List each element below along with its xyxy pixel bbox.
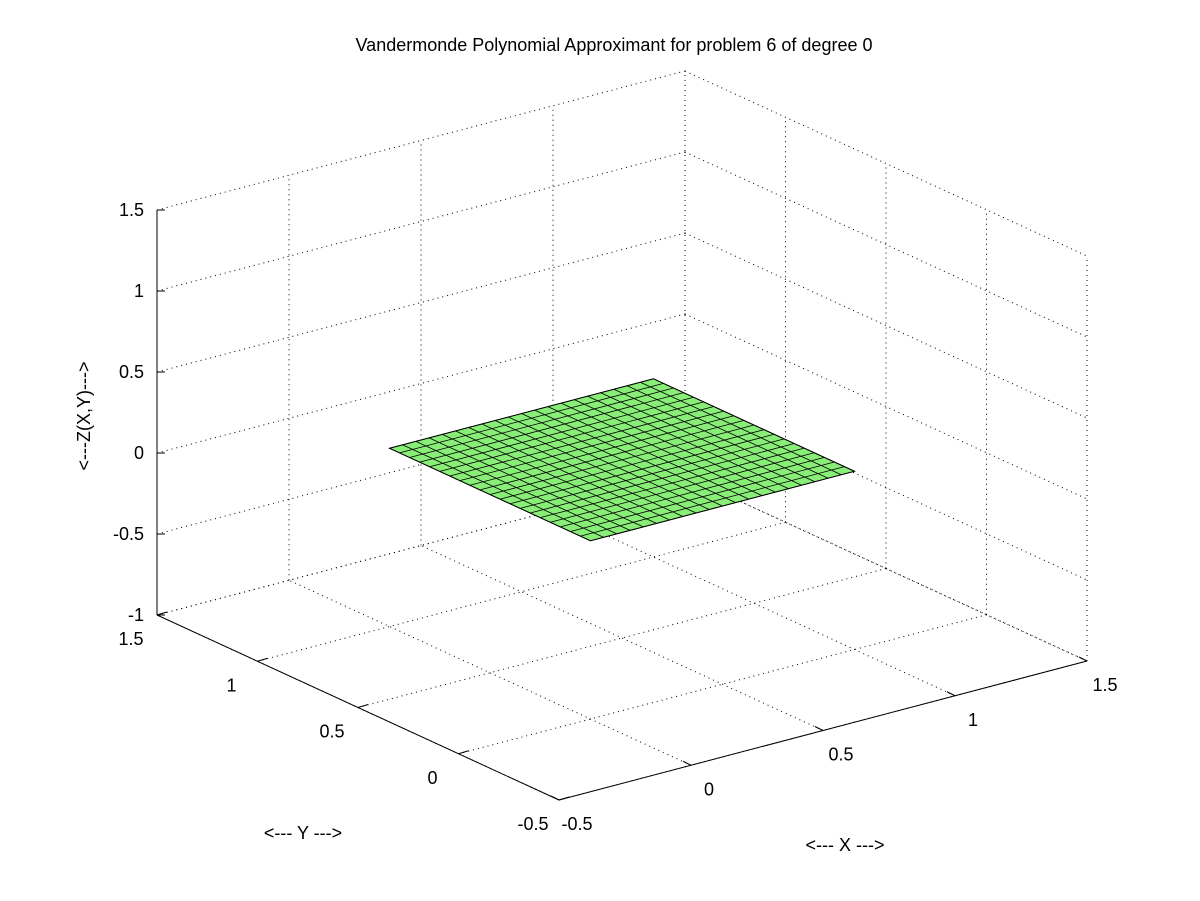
surface-mesh-line: [429, 396, 694, 468]
surface-mesh-line: [439, 401, 704, 472]
tick-labels: -0.5 0 0.5 1 1.5 -0.5 0 0.5 1 1.5 -1 -0.5 0 0.5 1 1.5: [113, 200, 1118, 834]
back-wall-grid-line: [156, 232, 686, 373]
z-tick-label: 1: [134, 281, 144, 301]
y-tick-label: 1: [226, 675, 236, 695]
surface-mesh-line: [479, 420, 745, 491]
surface-mesh-line: [449, 406, 714, 477]
z-tick-label: 1.5: [119, 200, 144, 220]
z-tick-label: -0.5: [113, 524, 144, 544]
y-tick-label: 0: [427, 768, 437, 788]
back-wall-grid-line: [156, 394, 686, 535]
floor-grid-line: [552, 510, 956, 697]
x-tick-mark: [814, 726, 824, 731]
surface-mesh-line: [574, 399, 776, 493]
x-tick-mark: [946, 691, 956, 697]
back-wall-grid-line: [156, 151, 686, 292]
surface-mesh-line: [399, 383, 664, 454]
x-axis-label: <--- X --->: [806, 835, 885, 855]
x-tick-mark: [550, 795, 560, 801]
floor-grid-line: [288, 579, 692, 766]
y-tick-label: -0.5: [517, 814, 548, 834]
z-axis-label: <---Z(X,Y)--->: [74, 362, 94, 471]
x-tick-mark: [1078, 656, 1088, 662]
floor-grid-line: [420, 545, 824, 731]
y-tick-label: 1.5: [118, 629, 143, 649]
surface-mesh-line: [389, 378, 654, 449]
z-tick-label: -1: [128, 605, 144, 625]
axes: [156, 209, 1088, 801]
floor-grid-line: [257, 521, 786, 662]
y-axis-label: <--- Y --->: [264, 823, 342, 843]
x-tick-label: 1: [968, 710, 978, 730]
floor-grid-line: [357, 568, 887, 708]
back-wall-grid-line: [156, 70, 686, 211]
back-wall-grid-line: [156, 313, 686, 454]
side-wall-grid-line: [684, 232, 1088, 419]
x-tick-mark: [682, 760, 692, 766]
surface-mesh-line: [459, 410, 724, 482]
surface-mesh-line: [587, 395, 789, 490]
y-tick-mark: [558, 796, 570, 801]
surface-mesh-line: [640, 381, 842, 476]
surface-mesh-line: [600, 392, 802, 486]
surface-mesh-line: [489, 424, 755, 495]
y-tick-mark: [458, 750, 469, 755]
y-tick-mark: [357, 704, 369, 708]
surface-mesh-line: [613, 388, 816, 483]
x-tick-label: 0.5: [828, 745, 853, 765]
z-tick-label: 0: [134, 443, 144, 463]
surface-mesh-line: [469, 415, 735, 486]
y-tick-mark: [257, 657, 268, 662]
y-tick-label: 0.5: [319, 722, 344, 742]
surface-mesh: [388, 378, 856, 542]
x-tick-label: -0.5: [561, 814, 592, 834]
floor-grid-line: [458, 614, 987, 755]
x-tick-label: 1.5: [1092, 675, 1117, 695]
surface-mesh-line: [653, 378, 855, 472]
chart-title: Vandermonde Polynomial Approximant for p…: [356, 35, 873, 55]
surface-mesh-line: [547, 406, 750, 500]
surface-mesh-line: [560, 402, 763, 496]
side-wall-grid-line: [684, 151, 1088, 338]
back-wall-grid-line: [156, 475, 686, 616]
surface-mesh-line: [626, 385, 829, 479]
surface-mesh-line: [419, 392, 684, 463]
surface-mesh-line: [534, 409, 736, 503]
surface-mesh-line: [409, 387, 674, 458]
x-tick-label: 0: [704, 779, 714, 799]
z-tick-label: 0.5: [119, 362, 144, 382]
